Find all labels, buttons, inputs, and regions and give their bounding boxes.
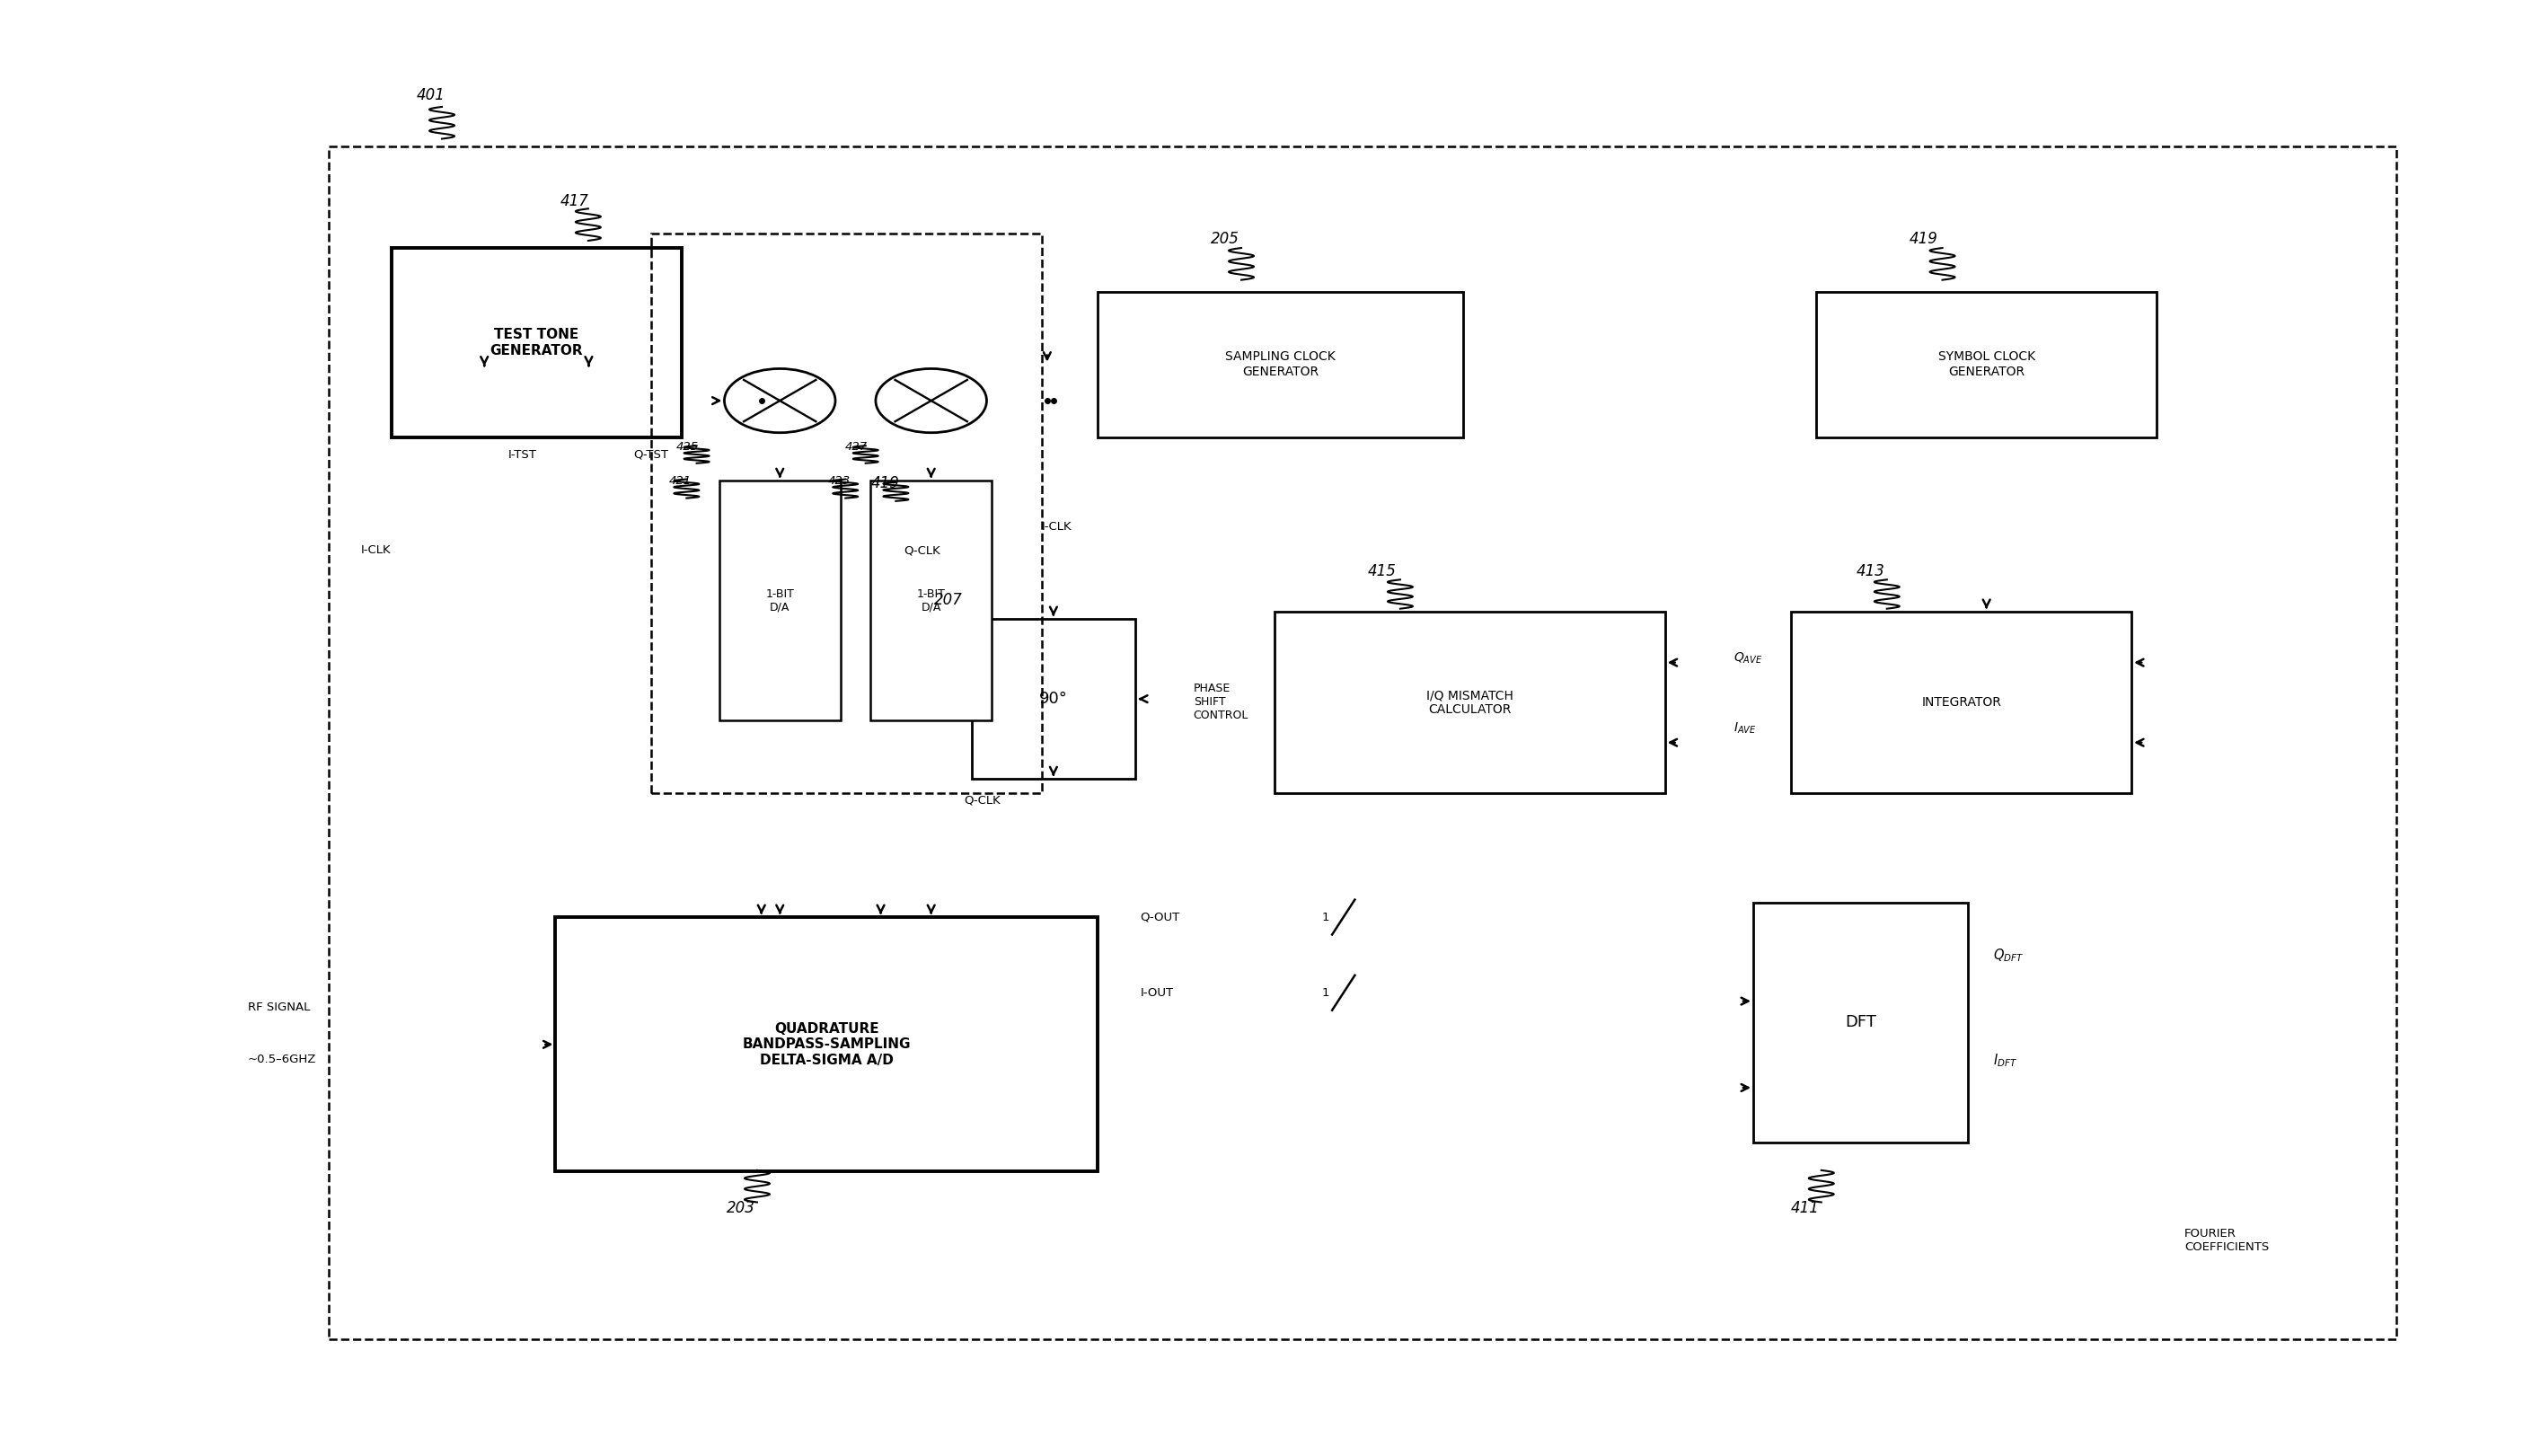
- Text: 419: 419: [1910, 232, 1938, 248]
- Text: ~0.5–6GHZ: ~0.5–6GHZ: [247, 1054, 315, 1066]
- Text: 423: 423: [828, 475, 850, 486]
- Text: 415: 415: [1367, 563, 1395, 579]
- Text: 205: 205: [1211, 232, 1239, 248]
- Text: $Q_{AVE}$: $Q_{AVE}$: [1733, 651, 1761, 665]
- Text: $I_{AVE}$: $I_{AVE}$: [1733, 721, 1756, 735]
- Text: 411: 411: [1791, 1200, 1819, 1216]
- Text: SYMBOL CLOCK
GENERATOR: SYMBOL CLOCK GENERATOR: [1938, 351, 2036, 379]
- Text: Q-CLK: Q-CLK: [964, 795, 1002, 807]
- Text: PHASE
SHIFT
CONTROL: PHASE SHIFT CONTROL: [1193, 683, 1249, 721]
- Text: 401: 401: [416, 87, 447, 103]
- Text: 1-BIT
D/A: 1-BIT D/A: [916, 588, 946, 613]
- Bar: [719, 480, 840, 721]
- Text: I-CLK: I-CLK: [361, 545, 391, 556]
- Text: I-TST: I-TST: [507, 448, 537, 460]
- Text: RF SIGNAL: RF SIGNAL: [247, 1002, 310, 1013]
- Bar: [870, 480, 992, 721]
- Bar: [328, 146, 2397, 1340]
- Text: Q-OUT: Q-OUT: [1140, 911, 1181, 923]
- Text: $Q_{DFT}$: $Q_{DFT}$: [1993, 946, 2023, 964]
- Text: 1: 1: [1322, 987, 1330, 999]
- Text: I-OUT: I-OUT: [1140, 987, 1173, 999]
- Text: DFT: DFT: [1844, 1015, 1877, 1031]
- Text: 417: 417: [560, 194, 588, 210]
- Text: 425: 425: [676, 441, 699, 453]
- Text: 90°: 90°: [1039, 690, 1067, 708]
- Bar: [555, 917, 1098, 1172]
- Text: I/Q MISMATCH
CALCULATOR: I/Q MISMATCH CALCULATOR: [1425, 689, 1514, 716]
- Text: 421: 421: [669, 475, 691, 486]
- Text: 203: 203: [727, 1200, 754, 1216]
- Text: 207: 207: [934, 593, 961, 609]
- Text: 1: 1: [1322, 911, 1330, 923]
- Text: TEST TONE
GENERATOR: TEST TONE GENERATOR: [489, 328, 583, 357]
- Text: Q-TST: Q-TST: [633, 448, 669, 460]
- Bar: [1817, 291, 2157, 437]
- Bar: [1791, 612, 2132, 794]
- Text: FOURIER
COEFFICIENTS: FOURIER COEFFICIENTS: [2185, 1227, 2268, 1252]
- Text: I-CLK: I-CLK: [1042, 521, 1072, 533]
- Text: INTEGRATOR: INTEGRATOR: [1923, 696, 2001, 709]
- Text: Q-CLK: Q-CLK: [903, 545, 941, 556]
- Bar: [391, 248, 681, 437]
- Bar: [651, 233, 1042, 794]
- Bar: [1098, 291, 1463, 437]
- Text: SAMPLING CLOCK
GENERATOR: SAMPLING CLOCK GENERATOR: [1226, 351, 1335, 379]
- Bar: [1274, 612, 1665, 794]
- Bar: [971, 619, 1135, 779]
- Text: QUADRATURE
BANDPASS-SAMPLING
DELTA-SIGMA A/D: QUADRATURE BANDPASS-SAMPLING DELTA-SIGMA…: [742, 1022, 911, 1067]
- Text: 413: 413: [1857, 563, 1885, 579]
- Text: 1-BIT
D/A: 1-BIT D/A: [764, 588, 795, 613]
- Text: $I_{DFT}$: $I_{DFT}$: [1993, 1053, 2016, 1069]
- Text: 419: 419: [870, 476, 898, 492]
- Text: 427: 427: [845, 441, 868, 453]
- Bar: [1753, 903, 1968, 1143]
